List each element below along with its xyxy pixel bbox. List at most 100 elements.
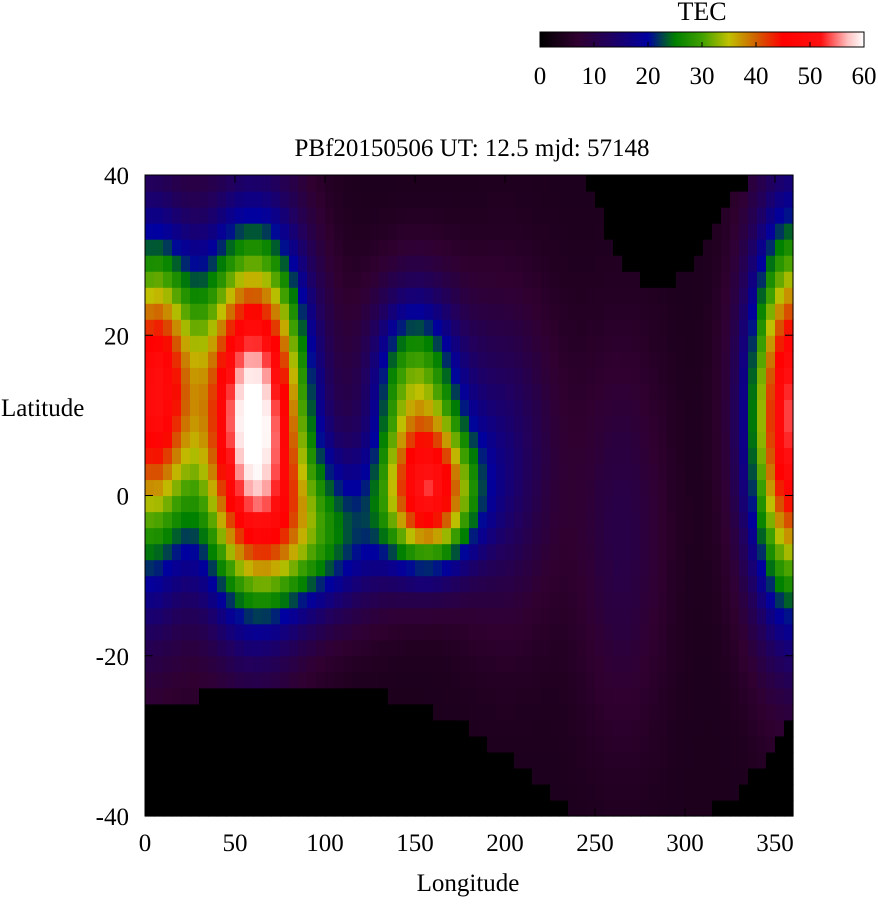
heatmap-cell <box>586 527 596 545</box>
heatmap-cell <box>586 783 596 801</box>
heatmap-cell <box>514 607 524 625</box>
heatmap-cell <box>334 191 344 208</box>
heatmap-cell <box>190 207 200 224</box>
heatmap-cell <box>334 383 344 400</box>
heatmap-cell <box>190 591 200 609</box>
heatmap-cell <box>172 303 182 320</box>
heatmap-cell <box>748 303 758 320</box>
heatmap-cell <box>415 607 425 625</box>
heatmap-cell <box>388 191 398 208</box>
heatmap-cell <box>676 447 686 465</box>
heatmap-cell <box>667 543 677 561</box>
heatmap-cell <box>307 639 317 657</box>
heatmap-cell <box>541 239 551 256</box>
heatmap-cell <box>307 671 317 689</box>
heatmap-cell <box>496 687 506 705</box>
heatmap-cell <box>181 591 191 609</box>
heatmap-cell <box>640 303 650 320</box>
heatmap-cell <box>217 719 227 737</box>
heatmap-cell <box>406 511 416 529</box>
heatmap-cell <box>451 447 461 465</box>
heatmap-cell <box>649 799 659 817</box>
heatmap-cell <box>235 175 245 192</box>
heatmap-cell <box>658 735 668 753</box>
heatmap-cell <box>208 559 218 577</box>
heatmap-cell <box>253 639 263 657</box>
heatmap-cell <box>577 783 587 801</box>
heatmap-cell <box>739 767 749 785</box>
heatmap-cell <box>397 191 407 208</box>
heatmap-cell <box>640 719 650 737</box>
heatmap-cell <box>586 591 596 609</box>
heatmap-cell <box>424 479 434 497</box>
heatmap-cell <box>334 575 344 593</box>
heatmap-cell <box>253 303 263 320</box>
heatmap-cell <box>658 527 668 545</box>
heatmap-cell <box>586 255 596 272</box>
heatmap-cell <box>163 303 173 320</box>
heatmap-cell <box>514 799 524 817</box>
heatmap-cell <box>235 239 245 256</box>
heatmap-cell <box>532 431 542 449</box>
heatmap-cell <box>541 783 551 801</box>
heatmap-cell <box>676 799 686 817</box>
heatmap-cell <box>541 527 551 545</box>
heatmap-cell <box>784 239 794 256</box>
heatmap-cell <box>613 447 623 465</box>
heatmap-cell <box>748 431 758 449</box>
heatmap-cell <box>280 399 290 416</box>
heatmap-cell <box>217 543 227 561</box>
heatmap-cell <box>316 399 326 416</box>
heatmap-cell <box>442 751 452 769</box>
heatmap-cell <box>649 719 659 737</box>
heatmap-cell <box>271 191 281 208</box>
heatmap-cell <box>622 479 632 497</box>
heatmap-cell <box>190 607 200 625</box>
heatmap-cell <box>631 543 641 561</box>
heatmap-cell <box>253 703 263 721</box>
heatmap-cell <box>262 511 272 529</box>
heatmap-cell <box>226 543 236 561</box>
heatmap-cell <box>208 735 218 753</box>
heatmap-cell <box>532 479 542 497</box>
heatmap-cell <box>460 495 470 513</box>
heatmap-cell <box>271 367 281 384</box>
colorbar-tick-label: 40 <box>744 63 769 90</box>
heatmap-cell <box>478 559 488 577</box>
heatmap-cell <box>775 319 785 336</box>
heatmap-cell <box>523 367 533 384</box>
heatmap-cell <box>766 383 776 400</box>
heatmap-cell <box>586 671 596 689</box>
heatmap-cell <box>460 559 470 577</box>
heatmap-cell <box>235 543 245 561</box>
heatmap-cell <box>154 511 164 529</box>
heatmap-cell <box>640 767 650 785</box>
heatmap-cell <box>388 303 398 320</box>
heatmap-cell <box>460 639 470 657</box>
heatmap-cell <box>721 463 731 481</box>
heatmap-cell <box>739 239 749 256</box>
heatmap-cell <box>271 767 281 785</box>
heatmap-cell <box>604 271 614 288</box>
heatmap-cell <box>433 735 443 753</box>
heatmap-cell <box>676 463 686 481</box>
heatmap-cell <box>226 783 236 801</box>
heatmap-cell <box>478 735 488 753</box>
heatmap-cell <box>424 415 434 433</box>
heatmap-cell <box>235 719 245 737</box>
heatmap-cell <box>361 383 371 400</box>
heatmap-cell <box>757 319 767 336</box>
heatmap-cell <box>784 367 794 384</box>
heatmap-cell <box>514 495 524 513</box>
heatmap-cell <box>226 479 236 497</box>
heatmap-cell <box>559 239 569 256</box>
heatmap-cell <box>730 175 740 192</box>
heatmap-cell <box>586 607 596 625</box>
heatmap-cell <box>712 783 722 801</box>
heatmap-cell <box>631 687 641 705</box>
heatmap-cell <box>334 799 344 817</box>
heatmap-cell <box>505 271 515 288</box>
heatmap-cell <box>631 735 641 753</box>
heatmap-cell <box>325 239 335 256</box>
heatmap-cell <box>739 447 749 465</box>
